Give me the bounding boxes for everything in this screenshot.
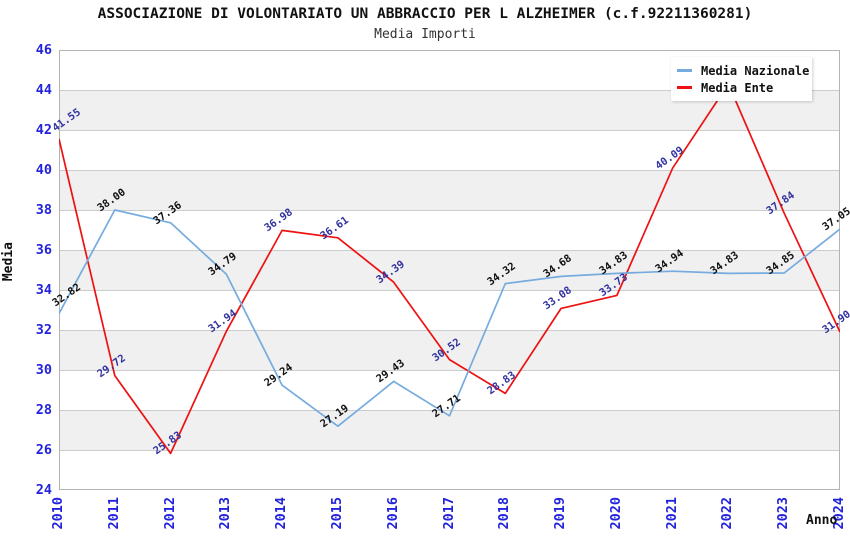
y-tick-label: 28: [35, 402, 52, 418]
band: [59, 290, 840, 330]
x-tick-label: 2021: [663, 497, 680, 530]
band: [59, 250, 840, 290]
y-tick-label: 32: [35, 322, 52, 338]
band: [59, 330, 840, 370]
x-tick-label: 2017: [440, 497, 457, 530]
x-tick-label: 2023: [775, 497, 792, 530]
band: [59, 210, 840, 250]
x-tick-label: 2016: [384, 497, 401, 530]
x-axis-title: Anno: [806, 513, 838, 528]
y-tick-label: 44: [35, 82, 52, 98]
x-tick-label: 2012: [161, 497, 178, 530]
chart-title: ASSOCIAZIONE DI VOLONTARIATO UN ABBRACCI…: [97, 6, 753, 22]
x-tick-label: 2018: [496, 497, 513, 530]
media-ente-swatch-icon: [677, 86, 692, 89]
media-nazionale-line: [59, 209, 840, 428]
x-tick-label: 2022: [719, 497, 736, 530]
y-tick-label: 34: [35, 282, 52, 298]
chart-subtitle: Media Importi: [374, 27, 476, 42]
band: [59, 410, 840, 450]
x-tick-label: 2020: [607, 497, 624, 530]
x-tick-label: 2014: [273, 497, 290, 530]
x-tick-label: 2010: [50, 497, 66, 530]
media-ente-line: [59, 83, 840, 455]
legend-label-media-nazionale: Media Nazionale: [701, 63, 810, 78]
band: [59, 170, 840, 210]
legend-box: Media Nazionale Media Ente: [671, 57, 812, 101]
x-tick-label: 2013: [217, 497, 234, 530]
y-tick-label: 42: [35, 122, 52, 138]
y-tick-label: 46: [35, 42, 52, 58]
legend-item-media-ente: Media Ente: [675, 79, 806, 96]
y-tick-label: 38: [35, 202, 52, 218]
x-tick-label: 2011: [105, 497, 122, 530]
x-tick-label: 2019: [552, 497, 569, 530]
y-tick-label: 24: [35, 482, 52, 498]
band: [59, 450, 840, 490]
y-axis-title: Media: [1, 242, 16, 282]
y-tick-label: 40: [35, 162, 52, 178]
y-tick-label: 30: [35, 362, 52, 378]
y-tick-label: 26: [35, 442, 52, 458]
legend-item-media-nazionale: Media Nazionale: [675, 62, 810, 79]
band: [59, 370, 840, 410]
media-nazionale-swatch-icon: [677, 69, 692, 72]
legend-label-media-ente: Media Ente: [701, 80, 774, 95]
band: [59, 130, 840, 170]
y-tick-label: 36: [35, 242, 52, 258]
x-tick-label: 2015: [328, 497, 345, 530]
plot-border: [59, 50, 840, 490]
